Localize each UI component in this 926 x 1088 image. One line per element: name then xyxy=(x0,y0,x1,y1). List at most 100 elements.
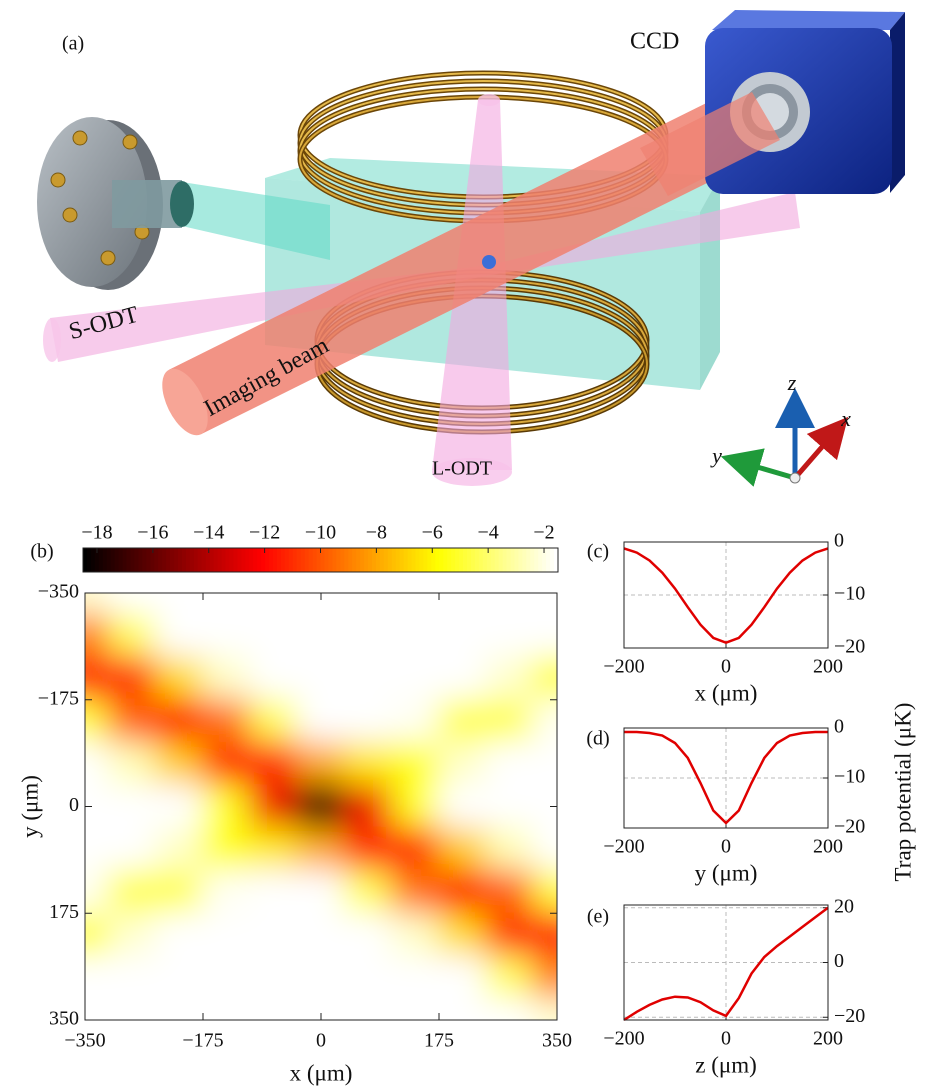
plot-frame xyxy=(623,904,829,1021)
heatmap-cell xyxy=(485,656,535,701)
plot-frame xyxy=(623,727,829,829)
colorbar-step xyxy=(451,548,456,572)
heatmap-cell xyxy=(249,869,299,915)
heatmap-cell xyxy=(85,613,110,659)
colorbar-step xyxy=(122,548,128,572)
colorbar-step xyxy=(174,548,179,572)
heatmap-cell xyxy=(390,826,440,872)
heatmap xyxy=(85,593,557,1020)
colorbar-step xyxy=(383,548,389,572)
ccd-side xyxy=(890,12,905,193)
colorbar-step xyxy=(490,548,496,572)
l-odt-label: L-ODT xyxy=(432,458,492,480)
colorbar-step xyxy=(217,548,223,572)
triad-origin xyxy=(789,472,801,484)
heatmap-cell xyxy=(202,656,252,701)
colorbar-tick-label: −14 xyxy=(193,522,224,544)
colorbar-step xyxy=(312,548,318,572)
heatmap-cell xyxy=(485,741,535,787)
colorbar-step xyxy=(193,548,199,572)
data-line xyxy=(623,547,829,645)
heatmap-cell xyxy=(249,613,299,659)
colorbar-step xyxy=(522,548,527,572)
colorbar-step xyxy=(502,548,508,572)
heatmap-cell xyxy=(85,997,110,1020)
heatmap-cell xyxy=(202,784,252,829)
colorbar-step xyxy=(336,548,341,572)
colorbar-step xyxy=(221,548,227,572)
cell-side xyxy=(700,176,720,390)
colorbar-step xyxy=(146,548,151,572)
y-tick-label: 0 xyxy=(834,950,844,972)
colorbar-step xyxy=(395,548,401,572)
heatmap-cell xyxy=(202,826,252,872)
heatmap-cell xyxy=(249,954,299,1000)
colorbar-step xyxy=(90,548,96,572)
colorbar-step xyxy=(435,548,440,572)
y-tick-label: −20 xyxy=(834,636,865,658)
colorbar-step xyxy=(320,548,326,572)
heatmap-cell xyxy=(85,741,110,787)
colorbar-step xyxy=(280,548,286,572)
colorbar-step xyxy=(308,548,314,572)
colorbar-tick-label: −12 xyxy=(249,522,280,544)
colorbar-tick-label: −18 xyxy=(81,522,112,544)
heatmap-cell xyxy=(438,954,488,1000)
colorbar-step xyxy=(265,548,270,572)
x-arrow xyxy=(793,416,849,480)
colorbar-step xyxy=(94,548,100,572)
heatmap-cell xyxy=(343,869,393,915)
y-tick-label: 20 xyxy=(834,895,854,917)
colorbar-step xyxy=(340,548,345,572)
heatmap-cell xyxy=(343,997,393,1020)
heatmap-cell xyxy=(249,912,299,957)
x-tick-label: −200 xyxy=(603,1028,644,1050)
heatmap-cell xyxy=(107,912,157,957)
colorbar-step xyxy=(482,548,488,572)
colorbar-step xyxy=(296,548,302,572)
heatmap-cell xyxy=(296,741,346,787)
imaging-beam xyxy=(162,85,775,436)
heatmap-cell xyxy=(438,613,488,659)
x-tick-label: 200 xyxy=(813,656,843,678)
colorbar-step xyxy=(209,548,215,572)
heatmap-cell xyxy=(154,784,204,829)
heatmap-cell xyxy=(390,698,440,744)
colorbar-step xyxy=(379,548,385,572)
panel-label: (a) xyxy=(62,33,84,55)
colorbar-step xyxy=(371,548,377,572)
colorbar-step xyxy=(118,548,124,572)
heatmap-cell xyxy=(485,997,535,1020)
heatmap-cell xyxy=(296,593,346,616)
colorbar-step xyxy=(241,548,246,572)
heatmap-cell xyxy=(107,997,157,1020)
colorbar-step xyxy=(205,548,211,572)
colorbar-step xyxy=(538,548,543,572)
heatmap-cell xyxy=(107,784,157,829)
colorbar-step xyxy=(185,548,191,572)
heatmap-cell xyxy=(532,613,557,659)
y-tick-label: 0 xyxy=(69,794,79,816)
heatmap-cell xyxy=(107,741,157,787)
colorbar-tick-label: −8 xyxy=(366,522,387,544)
colorbar-step xyxy=(189,548,195,572)
heatmap-cell xyxy=(438,826,488,872)
heatmap-cell xyxy=(107,954,157,1000)
heatmap-cell xyxy=(438,656,488,701)
colorbar-step xyxy=(387,548,393,572)
y-tick-label: 175 xyxy=(49,901,79,923)
colorbar-step xyxy=(478,548,484,572)
colorbar-step xyxy=(348,548,353,572)
colorbar-step xyxy=(213,548,219,572)
heatmap-cell xyxy=(249,826,299,872)
colorbar-step xyxy=(419,548,425,572)
colorbar-step xyxy=(352,548,357,572)
y-tick-label: −10 xyxy=(834,583,865,605)
colorbar-step xyxy=(316,548,322,572)
shared-y-label: Trap potential (μK) xyxy=(890,703,915,882)
y-tick-label: −20 xyxy=(834,1005,865,1027)
heatmap-cell xyxy=(154,869,204,915)
colorbar-step xyxy=(447,548,452,572)
colorbar-step xyxy=(439,548,444,572)
colorbar-step xyxy=(245,548,250,572)
